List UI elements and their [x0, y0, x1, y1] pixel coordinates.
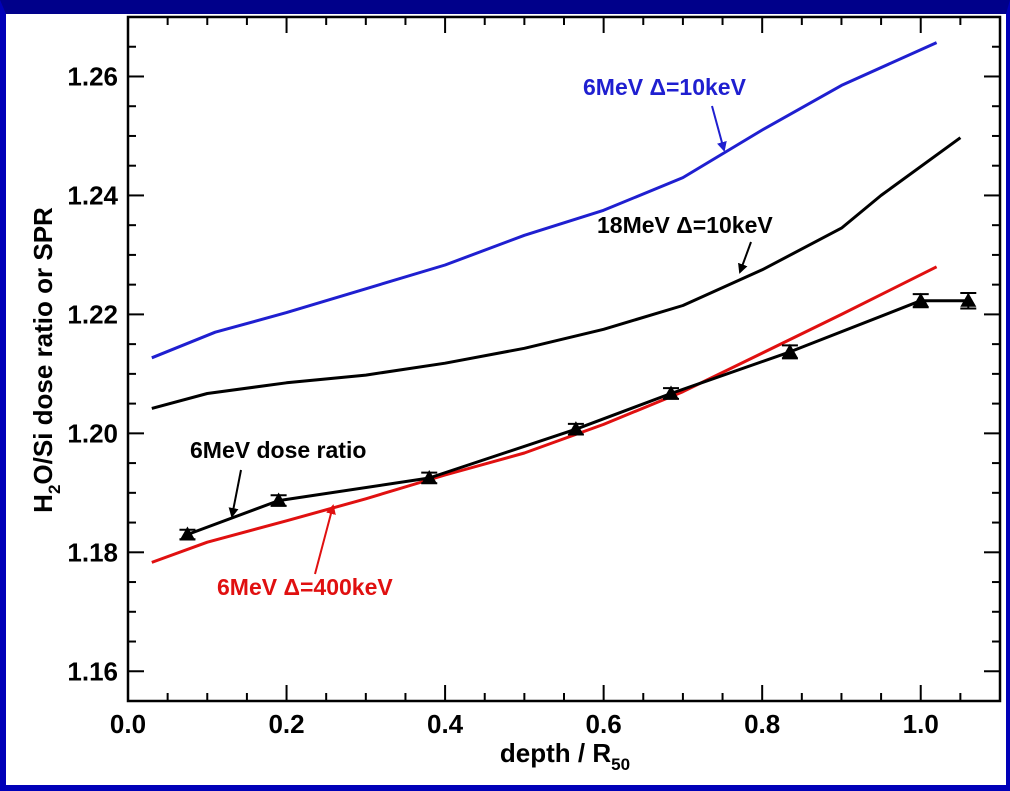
x-tick-label: 0.0 [110, 709, 146, 739]
annotation-18mev-10kev-text: 18MeV Δ=10keV [597, 212, 773, 238]
y-axis-title-pre: H [28, 494, 58, 513]
y-axis-title-subscript: 2 [45, 485, 64, 494]
annotation-6mev-dose-ratio-text: 6MeV dose ratio [190, 437, 366, 463]
annotation-6mev-10kev: 6MeV Δ=10keV [583, 74, 747, 152]
data-point-marker [567, 421, 584, 436]
data-point-marker [421, 469, 438, 484]
y-tick-label: 1.22 [67, 299, 118, 329]
series-line-3 [186, 299, 969, 536]
y-axis-title: H2O/Si dose ratio or SPR [28, 207, 64, 513]
series-layer [151, 41, 977, 564]
annotation-6mev-10kev-text: 6MeV Δ=10keV [583, 74, 747, 100]
x-tick-label: 0.2 [268, 709, 304, 739]
data-point-marker [781, 343, 798, 358]
y-axis-title-post: O/Si dose ratio or SPR [28, 207, 58, 485]
x-tick-label: 1.0 [903, 709, 939, 739]
data-point-marker [179, 526, 196, 541]
annotation-18mev-10kev-arrow [738, 241, 752, 274]
annotation-6mev-10kev-arrow [711, 105, 727, 152]
axis-tick-labels: 0.0 0.2 0.4 0.6 0.8 1.0 1.16 1.18 1.20 1.22 1.24 1.… [67, 61, 938, 739]
axis-ticks [127, 16, 1001, 702]
annotation-6mev-dose-ratio: 6MeV dose ratio [190, 437, 366, 518]
y-tick-label: 1.16 [67, 656, 118, 686]
series-line-1 [151, 136, 962, 410]
annotation-6mev-dose-ratio-arrow [228, 469, 242, 518]
x-axis-title-main: depth / R [500, 738, 611, 768]
annotation-6mev-400kev-arrow [314, 504, 336, 575]
x-axis-title: depth / R50 [500, 738, 630, 774]
data-point-marker [663, 385, 680, 400]
series-line-0 [151, 41, 938, 360]
series-line-2 [151, 265, 938, 564]
x-tick-label: 0.4 [427, 709, 464, 739]
y-tick-label: 1.26 [67, 61, 118, 91]
x-tick-label: 0.6 [586, 709, 622, 739]
y-tick-label: 1.18 [67, 537, 118, 567]
annotation-6mev-400kev: 6MeV Δ=400keV [217, 504, 393, 600]
data-point-marker [960, 292, 977, 307]
x-tick-label: 0.8 [744, 709, 780, 739]
x-axis-title-subscript: 50 [611, 755, 630, 774]
annotation-6mev-400kev-text: 6MeV Δ=400keV [217, 574, 393, 600]
y-tick-label: 1.24 [67, 180, 118, 210]
y-tick-label: 1.20 [67, 418, 118, 448]
data-point-marker [912, 292, 929, 307]
data-point-marker [270, 492, 287, 507]
annotation-18mev-10kev: 18MeV Δ=10keV [597, 212, 773, 274]
